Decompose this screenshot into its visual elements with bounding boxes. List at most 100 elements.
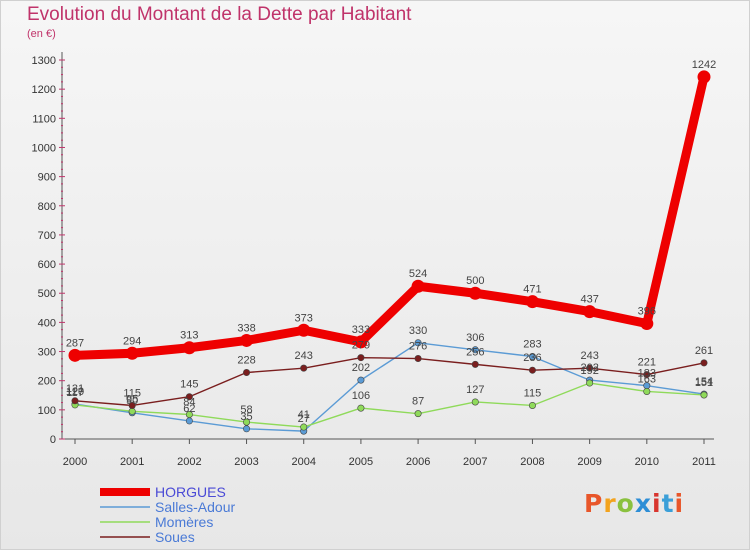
data-label: 256 xyxy=(466,346,484,358)
data-point xyxy=(414,410,422,418)
x-tick-label: 2010 xyxy=(635,456,659,468)
y-tick-label: 0 xyxy=(50,434,56,446)
data-label: 313 xyxy=(180,330,198,342)
data-point xyxy=(240,333,254,347)
data-point xyxy=(640,317,654,331)
data-label: 163 xyxy=(638,373,656,385)
data-point xyxy=(471,360,479,368)
data-point xyxy=(185,417,193,425)
data-label: 221 xyxy=(638,357,656,369)
data-label: 228 xyxy=(237,355,255,367)
data-point xyxy=(586,364,594,372)
data-point xyxy=(357,354,365,362)
legend-label: Soues xyxy=(155,529,195,545)
data-label: 90 xyxy=(126,395,138,407)
data-label: 145 xyxy=(180,379,198,391)
data-point xyxy=(583,305,597,319)
logo-letter: i xyxy=(674,489,685,518)
data-point xyxy=(128,407,136,415)
logo-letter: x xyxy=(634,489,652,518)
data-label: 287 xyxy=(66,337,84,349)
data-label: 202 xyxy=(580,362,598,374)
data-point xyxy=(643,371,651,379)
data-point xyxy=(700,359,708,367)
x-tick-label: 2008 xyxy=(520,456,544,468)
x-tick-label: 2003 xyxy=(234,456,258,468)
data-point xyxy=(243,418,251,426)
data-label: 117 xyxy=(66,387,84,399)
data-point xyxy=(411,279,425,293)
y-tick-label: 800 xyxy=(38,201,56,213)
data-label: 261 xyxy=(695,345,713,357)
y-tick-label: 600 xyxy=(38,259,56,271)
data-label: 279 xyxy=(352,340,370,352)
data-label: 500 xyxy=(466,275,484,287)
data-label: 127 xyxy=(466,384,484,396)
series-line-momères xyxy=(74,382,705,428)
data-label: 115 xyxy=(123,387,141,399)
x-tick-label: 2004 xyxy=(291,456,315,468)
y-tick-label: 200 xyxy=(38,376,56,388)
data-label: 131 xyxy=(66,383,84,395)
data-point xyxy=(700,391,708,399)
data-point xyxy=(586,379,594,387)
x-tick-label: 2005 xyxy=(349,456,373,468)
y-tick-label: 1200 xyxy=(32,84,56,96)
data-point xyxy=(414,339,422,347)
data-label: 243 xyxy=(295,350,313,362)
x-tick-label: 2006 xyxy=(406,456,430,468)
logo-letter: r xyxy=(603,489,617,518)
x-tick-label: 2000 xyxy=(63,456,87,468)
data-label: 276 xyxy=(409,341,427,353)
logo-letter: t xyxy=(661,489,675,518)
data-label: 95 xyxy=(126,393,138,405)
series-line-salles-adour xyxy=(74,342,705,432)
data-label: 338 xyxy=(237,322,255,334)
data-point xyxy=(243,369,251,377)
data-point xyxy=(185,393,193,401)
y-tick-label: 300 xyxy=(38,347,56,359)
data-point xyxy=(354,335,368,349)
data-point xyxy=(468,286,482,300)
series-line-soues xyxy=(74,356,705,407)
data-label: 84 xyxy=(183,397,195,409)
y-tick-label: 500 xyxy=(38,288,56,300)
data-label: 120 xyxy=(66,386,84,398)
legend-label: HORGUES xyxy=(155,484,226,500)
data-point xyxy=(643,387,651,395)
y-tick-label: 1100 xyxy=(32,113,56,125)
data-label: 35 xyxy=(240,411,252,423)
x-tick-label: 2001 xyxy=(120,456,144,468)
chart-unit: (en €) xyxy=(27,28,56,40)
y-tick-label: 100 xyxy=(38,405,56,417)
chart-title: Evolution du Montant de la Dette par Hab… xyxy=(27,4,412,25)
data-label: 396 xyxy=(638,306,656,318)
data-point xyxy=(525,295,539,309)
data-label: 41 xyxy=(298,409,310,421)
proxiti-logo: Proxiti xyxy=(584,489,684,518)
y-tick-label: 900 xyxy=(38,172,56,184)
x-tick-label: 2011 xyxy=(692,456,716,468)
data-label: 115 xyxy=(524,387,542,399)
data-label: 58 xyxy=(240,404,252,416)
data-label: 471 xyxy=(523,284,541,296)
data-point xyxy=(297,323,311,337)
data-point xyxy=(697,70,711,84)
data-label: 154 xyxy=(695,376,713,388)
data-point xyxy=(68,348,82,362)
data-label: 333 xyxy=(352,324,370,336)
logo-letter: o xyxy=(616,489,635,518)
data-point xyxy=(528,352,536,360)
data-label: 151 xyxy=(695,377,713,389)
logo-letter: i xyxy=(652,489,662,518)
x-tick-label: 2007 xyxy=(463,456,487,468)
data-point xyxy=(414,355,422,363)
data-label: 373 xyxy=(295,312,313,324)
data-point xyxy=(125,346,139,360)
data-label: 437 xyxy=(580,294,598,306)
data-label: 192 xyxy=(580,365,598,377)
data-label: 294 xyxy=(123,335,141,347)
data-label: 243 xyxy=(580,350,598,362)
